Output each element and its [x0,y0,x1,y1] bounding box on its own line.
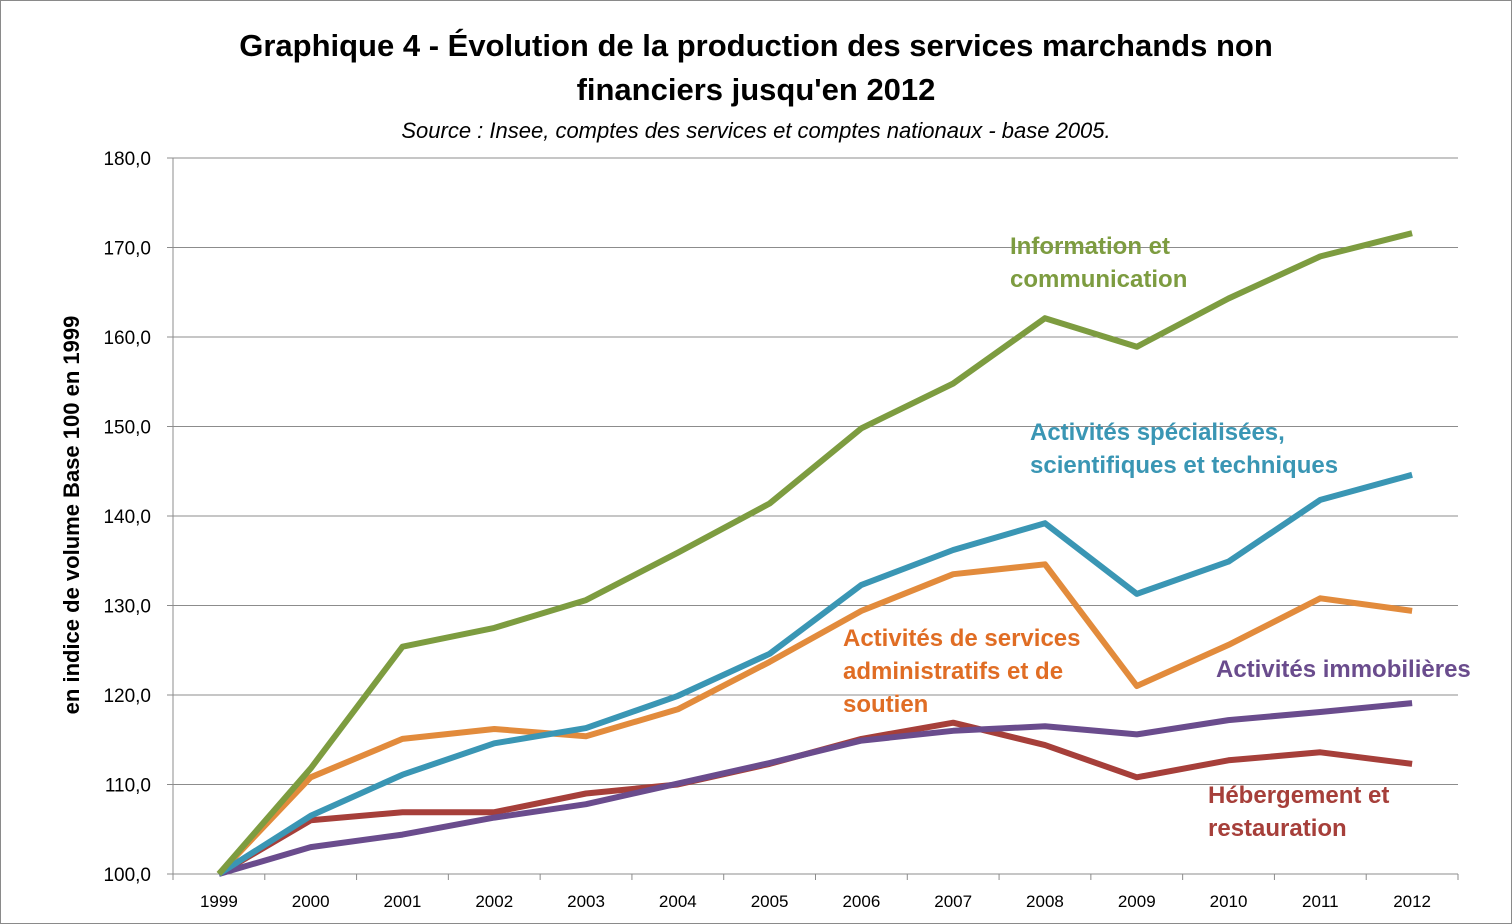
x-tick-label-2001: 2001 [384,892,422,911]
x-tick-label-2010: 2010 [1210,892,1248,911]
series-label-activites-de-services-administratifs-et-de-soutien-line-1: Activités de services [843,625,1080,652]
y-tick-label-7: 170,0 [103,239,151,260]
series-label-hebergement-et-restauration-line-2: restauration [1208,815,1347,842]
series-label-activites-de-services-administratifs-et-de-soutien-line-2: administratifs et de [843,658,1063,685]
y-tick-label-4: 140,0 [103,507,151,528]
series-label-activites-specialisees-scientifiques-et-techniques-line-1: Activités spécialisées, [1030,419,1285,446]
series-label-hebergement-et-restauration-line-1: Hébergement et [1208,782,1389,809]
series-line-activites-immobilieres [218,700,1413,877]
x-tick-label-2005: 2005 [751,892,789,911]
series-label-activites-specialisees-scientifiques-et-techniques-line-2: scientifiques et techniques [1030,452,1338,479]
y-tick-label-6: 160,0 [103,328,151,349]
x-tick-label-2008: 2008 [1026,892,1064,911]
x-tick-label-2006: 2006 [842,892,880,911]
chart-title-line-1: Graphique 4 - Évolution de la production… [239,28,1273,63]
x-tick-label-1999: 1999 [200,892,238,911]
series-label-information-et-communication-line-2: communication [1010,266,1187,293]
x-tick-label-2002: 2002 [475,892,513,911]
x-tick-label-2000: 2000 [292,892,330,911]
y-tick-label-0: 100,0 [103,865,151,886]
series-line-information-et-communication [216,230,1413,876]
series-label-activites-de-services-administratifs-et-de-soutien-line-3: soutien [843,691,928,718]
y-tick-label-2: 120,0 [103,686,151,707]
y-tick-label-8: 180,0 [103,149,151,170]
chart-subtitle: Source : Insee, comptes des services et … [401,118,1111,143]
x-tick-label-2012: 2012 [1393,892,1431,911]
x-tick-label-2004: 2004 [659,892,697,911]
x-tick-label-2007: 2007 [934,892,972,911]
y-tick-label-1: 110,0 [105,776,151,797]
x-tick-label-2003: 2003 [567,892,605,911]
series-label-information-et-communication-line-1: Information et [1010,233,1170,260]
chart-title-line-2: financiers jusqu'en 2012 [576,72,936,107]
series-line-activites-specialisees-scientifiques-et-techniques [217,471,1413,877]
y-tick-label-5: 150,0 [103,418,151,439]
series-label-activites-immobilieres-line-1: Activités immobilières [1216,656,1471,683]
x-tick-label-2009: 2009 [1118,892,1156,911]
y-tick-label-3: 130,0 [103,597,151,618]
series-line-activites-de-services-administratifs-et-de-soutien [216,561,1413,877]
x-tick-label-2011: 2011 [1302,892,1339,911]
